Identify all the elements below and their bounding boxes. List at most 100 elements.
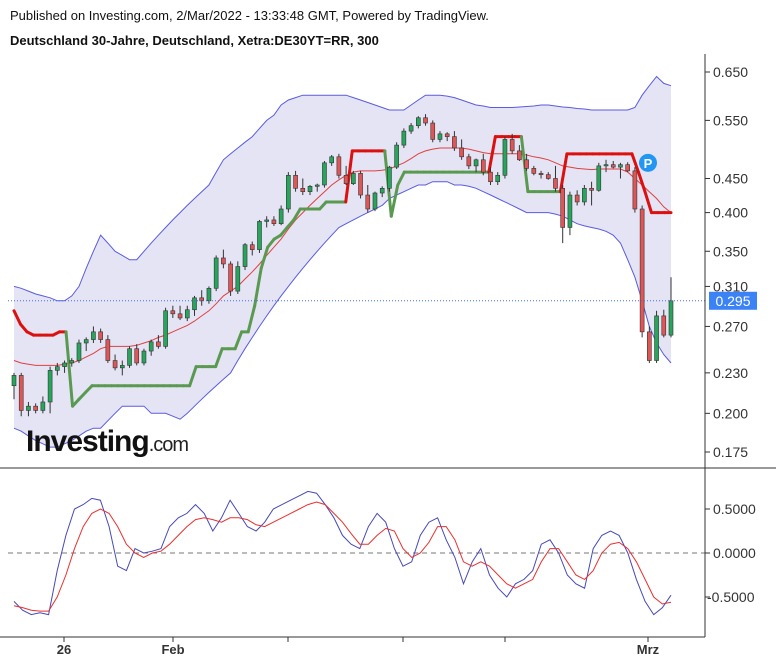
candle-body [141,350,147,364]
candle-body [177,313,183,319]
bollinger-upper-line [13,75,672,302]
y-tick-label: 0.175 [713,444,748,460]
candle-body [596,165,602,191]
candle-body [156,341,161,347]
candle-body [509,139,515,152]
candle-body [184,309,190,319]
candle-body [488,171,493,183]
candle-body [206,287,212,302]
stop-line-segment [214,347,224,369]
pivot-circle [639,153,657,172]
candle-body [444,133,450,137]
candle-body [430,122,436,140]
stop-line-segment [344,149,354,204]
candle-body [127,348,132,366]
candle-body [257,221,262,250]
candle-body [271,219,277,224]
candle-body [654,315,659,361]
osc-tick-label: 0.5000 [713,501,756,517]
candle-body [314,184,320,187]
candle-body [163,310,168,347]
candle-body [322,162,327,186]
candle-body [545,174,551,179]
y-tick-label: 0.350 [713,243,748,259]
candle-body [603,164,609,167]
bollinger-band-fill [14,76,671,448]
candle-body [26,405,31,411]
stop-line-segment [64,330,75,408]
instrument-title: Deutschland 30-Jahre, Deutschland, Xetra… [10,33,379,48]
candle-body [625,164,630,172]
candle-body [40,401,46,411]
candle-body [452,136,457,149]
candle-body [531,168,537,174]
y-tick-label: 0.200 [713,405,748,421]
candle-body [459,147,464,158]
oscillator-slow-line [13,501,672,612]
candle-body [589,188,594,191]
candle-body [83,339,89,344]
last-price-badge: 0.295 [709,291,757,310]
candle-body [401,130,407,146]
candle-body [661,315,667,336]
candle-body [307,186,313,192]
candle-body [221,257,226,265]
candle-body [416,117,421,126]
x-tick-label: Feb [161,642,184,657]
candle-body [365,194,371,210]
stop-line-segment [233,330,244,351]
stop-line-segment [558,152,569,194]
y-tick-label: 0.400 [713,205,748,221]
candle-body [632,170,638,210]
y-tick-label: 0.270 [713,318,748,334]
candle-body [11,375,17,387]
y-tick-label: 0.450 [713,170,748,186]
axes: 0.650 0.550 0.450 0.400 0.350 0.310 0.270 0.230… [0,54,776,657]
candle-body [351,173,356,184]
candle-body [33,405,38,411]
stop-line-segment [19,322,29,334]
stop-line-segment [285,218,296,229]
candle-body [618,164,623,168]
candle-body [134,348,140,364]
candle-body [567,194,573,228]
candle-body [119,365,125,369]
stop-line-segment [630,152,640,174]
pivot-label: P [644,156,653,171]
published-info: Published on Investing.com, 2/Mar/2022 -… [10,8,489,23]
candle-body [610,164,616,168]
candle-body [91,331,96,340]
candle-body [668,300,674,336]
x-tick-label: Mrz [637,642,660,657]
candle-body [372,192,378,210]
candle-body [192,297,197,311]
candle-body [213,257,219,289]
candle-body [228,263,233,292]
candle-body [524,159,529,169]
osc-tick-label: -0.5000 [707,589,755,605]
candle-body [55,366,60,371]
y-tick-label: 0.650 [713,64,748,80]
stop-line-segment [636,170,647,194]
candle-body [639,208,645,333]
candle-body [480,159,486,173]
stop-line-segment [266,237,276,249]
candle-body [379,188,385,194]
osc-tick-label: 0.0000 [713,545,756,561]
candle-body [394,144,399,168]
pivot-marker: P [639,153,657,172]
candle-body [264,219,269,222]
candle-body [112,360,118,369]
x-tick-label: 26 [57,642,71,657]
candle-body [105,339,111,361]
candle-body [466,156,472,167]
investing-logo: Investing.com [26,425,189,458]
oscillator-pane [8,490,705,616]
candle-body [437,133,443,140]
bollinger-basis-line [13,147,672,366]
candle-body [62,362,67,367]
candle-body [293,174,298,189]
stop-line-segment [292,207,302,222]
candle-body [76,342,82,361]
